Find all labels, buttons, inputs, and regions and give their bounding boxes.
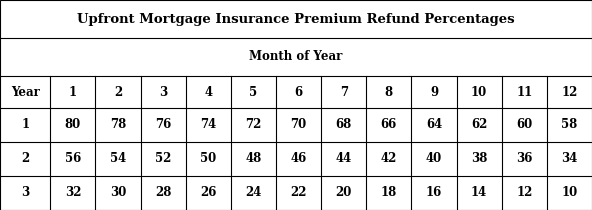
Text: Upfront Mortgage Insurance Premium Refund Percentages: Upfront Mortgage Insurance Premium Refun…: [77, 13, 515, 25]
Text: 50: 50: [200, 152, 217, 165]
Text: 64: 64: [426, 118, 442, 131]
Text: 10: 10: [561, 186, 578, 199]
Text: 4: 4: [204, 85, 213, 98]
Text: 52: 52: [155, 152, 171, 165]
Text: 54: 54: [110, 152, 126, 165]
Text: 9: 9: [430, 85, 438, 98]
Text: 44: 44: [336, 152, 352, 165]
Text: 14: 14: [471, 186, 487, 199]
Text: 5: 5: [249, 85, 258, 98]
Text: 18: 18: [381, 186, 397, 199]
Text: 40: 40: [426, 152, 442, 165]
Text: 32: 32: [65, 186, 81, 199]
Text: 12: 12: [561, 85, 578, 98]
Text: 70: 70: [291, 118, 307, 131]
Text: 20: 20: [336, 186, 352, 199]
Text: 42: 42: [381, 152, 397, 165]
Text: 7: 7: [340, 85, 348, 98]
Text: 60: 60: [516, 118, 532, 131]
Text: 36: 36: [516, 152, 532, 165]
Text: 24: 24: [245, 186, 262, 199]
Text: 30: 30: [110, 186, 126, 199]
Text: 76: 76: [155, 118, 171, 131]
Text: 3: 3: [159, 85, 168, 98]
Text: 78: 78: [110, 118, 126, 131]
Text: 10: 10: [471, 85, 487, 98]
Text: 38: 38: [471, 152, 487, 165]
Text: 56: 56: [65, 152, 81, 165]
Text: 48: 48: [245, 152, 262, 165]
Text: 72: 72: [245, 118, 262, 131]
Text: 8: 8: [385, 85, 393, 98]
Text: 2: 2: [114, 85, 122, 98]
Text: 28: 28: [155, 186, 171, 199]
Text: 3: 3: [21, 186, 29, 199]
Text: 58: 58: [561, 118, 578, 131]
Text: 6: 6: [295, 85, 303, 98]
Text: 22: 22: [290, 186, 307, 199]
Text: 68: 68: [336, 118, 352, 131]
Text: 46: 46: [291, 152, 307, 165]
Text: Month of Year: Month of Year: [249, 50, 343, 63]
Text: 1: 1: [21, 118, 29, 131]
Text: 26: 26: [200, 186, 217, 199]
Text: 16: 16: [426, 186, 442, 199]
Text: 34: 34: [561, 152, 578, 165]
Text: 80: 80: [65, 118, 81, 131]
Text: 66: 66: [381, 118, 397, 131]
Text: 1: 1: [69, 85, 77, 98]
Text: 11: 11: [516, 85, 532, 98]
Text: 12: 12: [516, 186, 532, 199]
Text: Year: Year: [11, 85, 40, 98]
Text: 62: 62: [471, 118, 487, 131]
Text: 2: 2: [21, 152, 29, 165]
Text: 74: 74: [200, 118, 217, 131]
